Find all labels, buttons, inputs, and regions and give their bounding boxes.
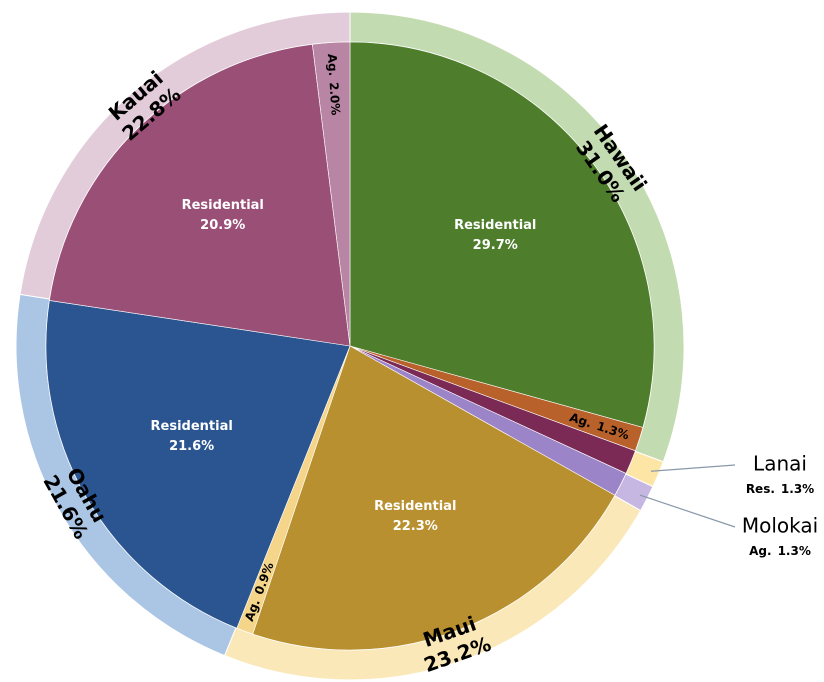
label-part: 1.3% [778, 544, 811, 558]
slice-label: Residential [182, 198, 264, 213]
slice-label: Residential [374, 499, 456, 514]
label-part: Ag. [749, 544, 771, 558]
inner-segment [49, 44, 351, 347]
label-part: 2.0% [327, 82, 343, 116]
label-part: Ag. [568, 410, 594, 430]
slice-value-label: 29.7% [473, 238, 518, 253]
label-part: 1.3% [781, 482, 814, 496]
leader-line [639, 494, 736, 528]
slice-value-label: 20.9% [200, 218, 245, 233]
inner-segment [252, 345, 616, 651]
inner-segment [349, 41, 655, 428]
slice-value-label: 22.3% [393, 519, 438, 534]
group-label: Molokai [742, 514, 818, 538]
leader-line [650, 464, 736, 472]
inner-segment [312, 41, 351, 347]
group-label: Lanai [753, 452, 807, 476]
slice-label: Residential [151, 419, 233, 434]
inner-segment [45, 300, 351, 629]
slice-label: Residential [454, 218, 536, 233]
slice-label: Ag. 2.0% [325, 53, 343, 115]
child-label: Ag. 1.3% [749, 544, 811, 558]
label-part: Res. [746, 482, 775, 496]
slice-value-label: 21.6% [169, 439, 214, 454]
child-label: Res. 1.3% [746, 482, 814, 496]
label-part: Ag. [325, 53, 340, 76]
